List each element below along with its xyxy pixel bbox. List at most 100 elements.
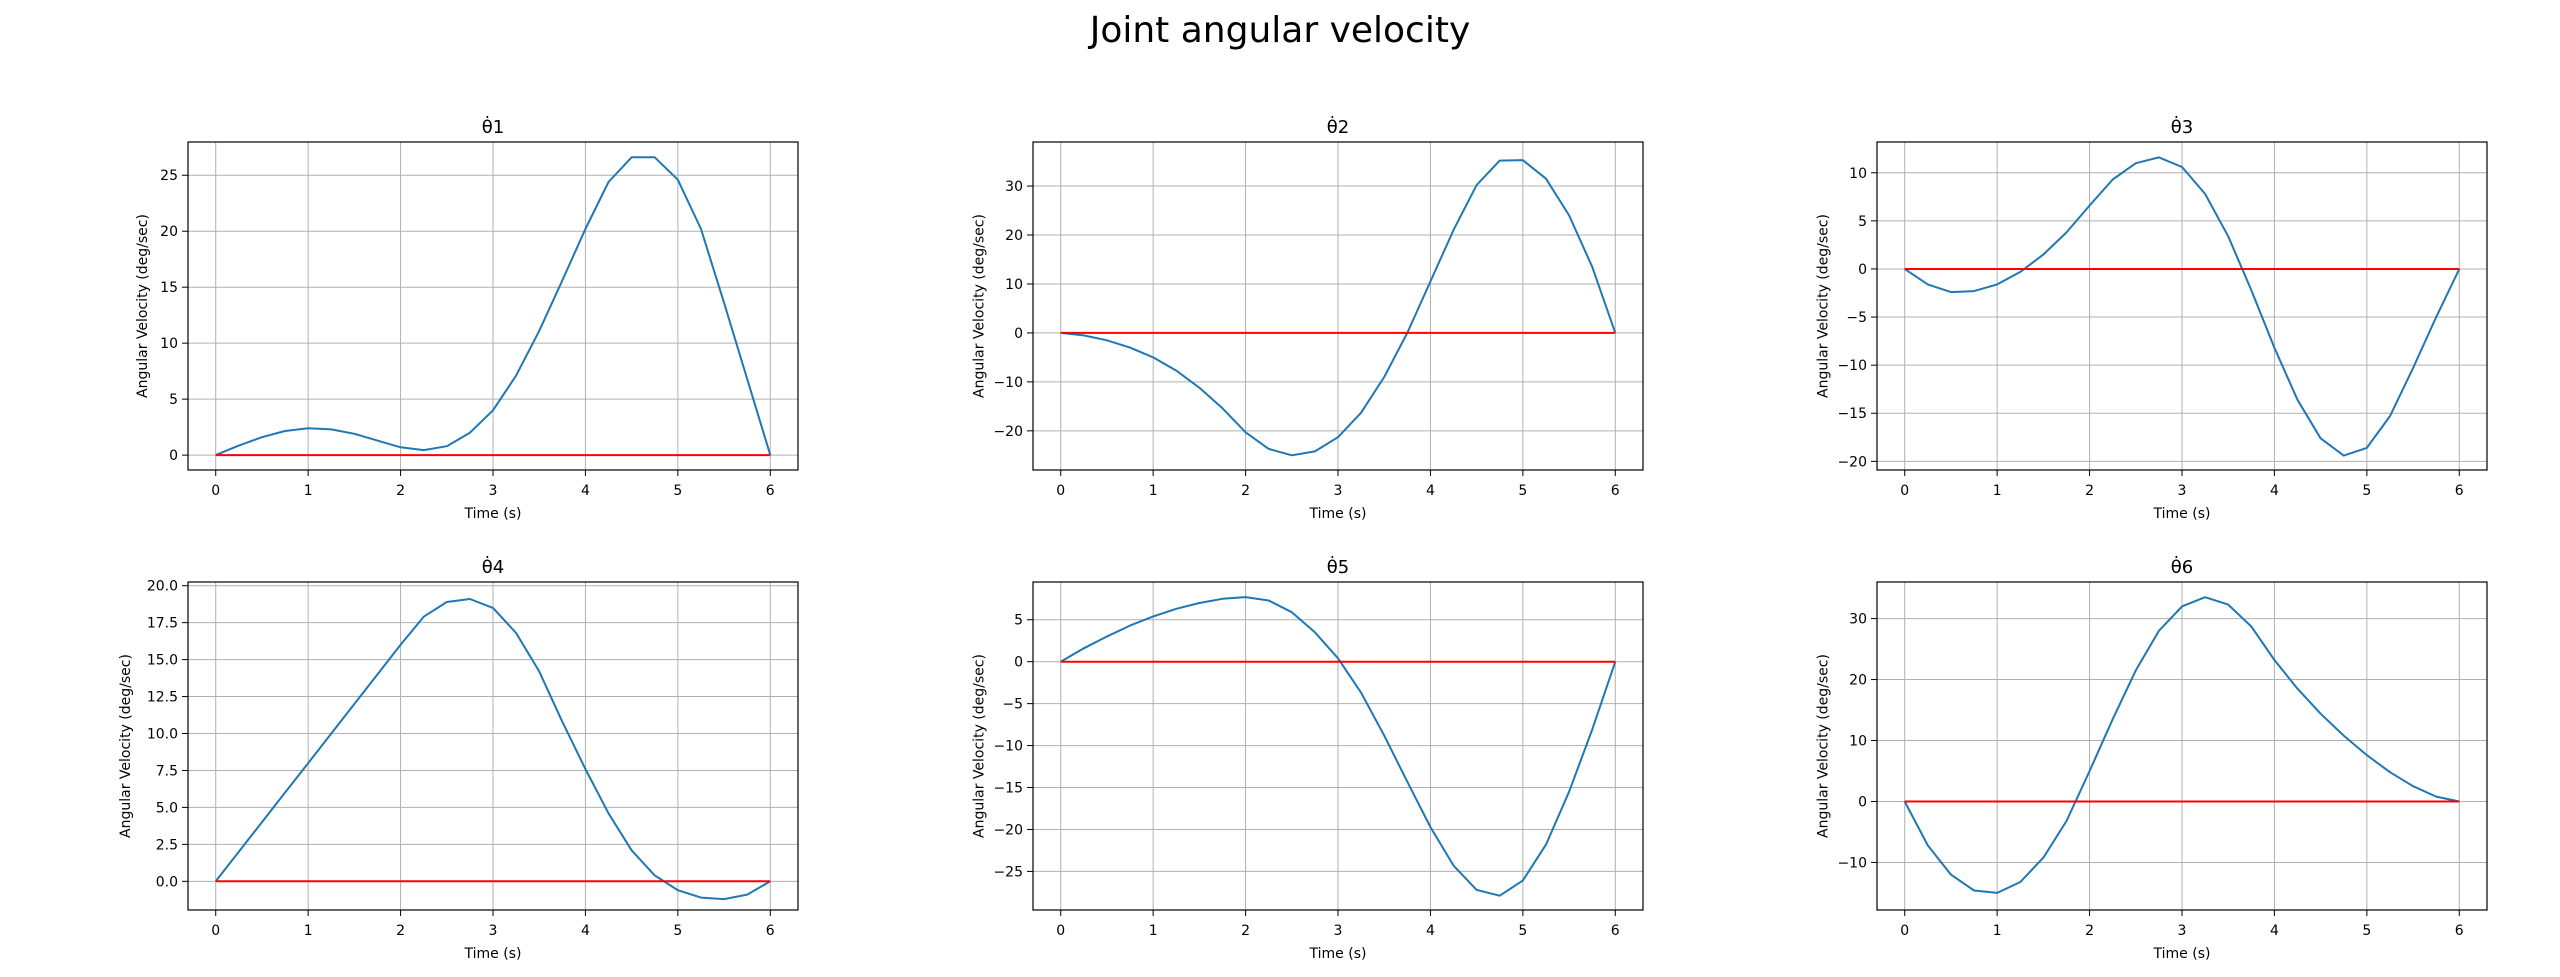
y-tick-label: 10 [1849,734,1867,750]
x-tick-label: 1 [1993,923,2002,939]
subplot-1: 0 1 2 3 4 5 6 0 5 10 15 20 25 θ̇1 Time (s) Angular Velo… [135,115,799,522]
y-tick-label: 30 [1005,179,1023,195]
y-tick-label: 15.0 [147,653,178,669]
y-axis-label: Angular Velocity (deg/sec) [972,654,988,838]
x-tick-label: 4 [581,923,590,939]
x-tick-label: 4 [1426,923,1435,939]
subplot-3: 0 1 2 3 4 5 6 −20 −15 −10 −5 0 5 10 θ̇3 Time (s) Angular… [1816,115,2488,522]
y-tick-label: 20.0 [147,579,178,595]
y-tick-label: 7.5 [156,763,178,779]
subplot-title: θ̇5 [1327,555,1349,578]
x-tick-label: 2 [1241,923,1250,939]
angular-velocity-line [1060,596,1617,897]
subplot-4: 0 1 2 3 4 5 6 0.0 2.5 5.0 7.5 10.0 12.5 15.0 17.5 20.0 θ… [118,555,799,962]
y-axis-label: Angular Velocity (deg/sec) [1816,214,1832,398]
y-tick-label: 0.0 [156,874,178,890]
x-tick-label: 3 [489,923,498,939]
subplot-title: θ̇6 [2171,555,2193,578]
x-tick-label: 6 [1611,923,1620,939]
y-tick-label: 0 [1014,655,1023,671]
x-tick-label: 2 [396,483,405,499]
x-tick-label: 6 [766,923,775,939]
y-tick-label: 12.5 [147,690,178,706]
y-axis-label: Angular Velocity (deg/sec) [1816,654,1832,838]
y-tick-label: 15 [160,280,178,296]
x-axis-label: Time (s) [464,946,522,962]
x-tick-label: 2 [2085,923,2094,939]
x-tick-label: 1 [304,483,313,499]
y-tick-label: 0 [169,448,178,464]
subplot-6: 0 1 2 3 4 5 6 −10 0 10 20 30 θ̇6 Time (s) Angular Velo… [1816,555,2488,962]
angular-velocity-line [214,598,771,901]
y-tick-label: −25 [993,864,1023,880]
y-tick-label: 10 [1849,166,1867,182]
y-tick-label: −10 [993,739,1023,755]
y-tick-label: 30 [1849,612,1867,628]
x-tick-label: 2 [2085,483,2094,499]
x-tick-label: 2 [1241,483,1250,499]
y-tick-label: 5.0 [156,800,178,816]
x-axis-label: Time (s) [2153,946,2211,962]
y-tick-label: 0 [1858,262,1867,278]
x-axis-label: Time (s) [464,506,522,522]
x-axis-label: Time (s) [1309,506,1367,522]
y-tick-label: 20 [160,224,178,240]
angular-velocity-line [215,156,772,457]
y-axis-label: Angular Velocity (deg/sec) [118,654,134,838]
x-tick-label: 5 [673,923,682,939]
y-tick-label: 2.5 [156,837,178,853]
y-tick-label: −10 [1837,855,1867,871]
y-tick-label: −15 [1837,406,1867,422]
x-tick-label: 0 [1056,923,1065,939]
y-tick-label: −20 [1837,454,1867,470]
y-axis-label: Angular Velocity (deg/sec) [972,214,988,398]
x-tick-label: 1 [1149,483,1158,499]
y-tick-label: 5 [1858,214,1867,230]
x-tick-label: 6 [766,483,775,499]
subplot-title: θ̇2 [1327,115,1349,138]
subplot-2: 0 1 2 3 4 5 6 −20 −10 0 10 20 30 θ̇2 Time (s) Angular V… [972,115,1644,522]
x-tick-label: 2 [396,923,405,939]
angular-velocity-line [1903,596,2460,894]
y-tick-label: −5 [1002,697,1023,713]
y-axis-label: Angular Velocity (deg/sec) [135,214,151,398]
y-tick-label: −20 [993,822,1023,838]
y-tick-label: −15 [993,781,1023,797]
x-tick-label: 4 [581,483,590,499]
x-tick-label: 0 [211,923,220,939]
x-tick-label: 3 [489,483,498,499]
subplot-title: θ̇1 [482,115,504,138]
y-tick-label: 20 [1849,673,1867,689]
x-tick-label: 3 [2178,483,2187,499]
x-tick-label: 3 [2178,923,2187,939]
angular-velocity-line [1060,159,1617,457]
x-tick-label: 4 [1426,483,1435,499]
subplot-5: 0 1 2 3 4 5 6 −25 −20 −15 −10 −5 0 5 θ̇5 Time (s) Angula… [972,555,1644,962]
y-tick-label: 10 [1005,277,1023,293]
x-tick-label: 6 [2455,923,2464,939]
y-tick-label: 5 [1014,613,1023,629]
x-tick-label: 0 [1900,483,1909,499]
y-tick-label: 0 [1014,326,1023,342]
subplot-title: θ̇3 [2171,115,2193,138]
x-tick-label: 5 [1518,923,1527,939]
x-axis-label: Time (s) [2153,506,2211,522]
y-tick-label: −20 [993,424,1023,440]
x-tick-label: 6 [2455,483,2464,499]
x-tick-label: 5 [673,483,682,499]
x-tick-label: 0 [1900,923,1909,939]
x-tick-label: 0 [211,483,220,499]
x-tick-label: 1 [1993,483,2002,499]
y-tick-label: 0 [1858,794,1867,810]
y-tick-label: 17.5 [147,616,178,632]
x-tick-label: 4 [2270,483,2279,499]
x-axis-label: Time (s) [1309,946,1367,962]
figure-title: Joint angular velocity [1089,10,1471,51]
x-tick-label: 1 [304,923,313,939]
x-tick-label: 3 [1334,483,1343,499]
x-tick-label: 0 [1056,483,1065,499]
x-tick-label: 5 [1518,483,1527,499]
y-tick-label: 20 [1005,228,1023,244]
subplot-title: θ̇4 [482,555,504,578]
